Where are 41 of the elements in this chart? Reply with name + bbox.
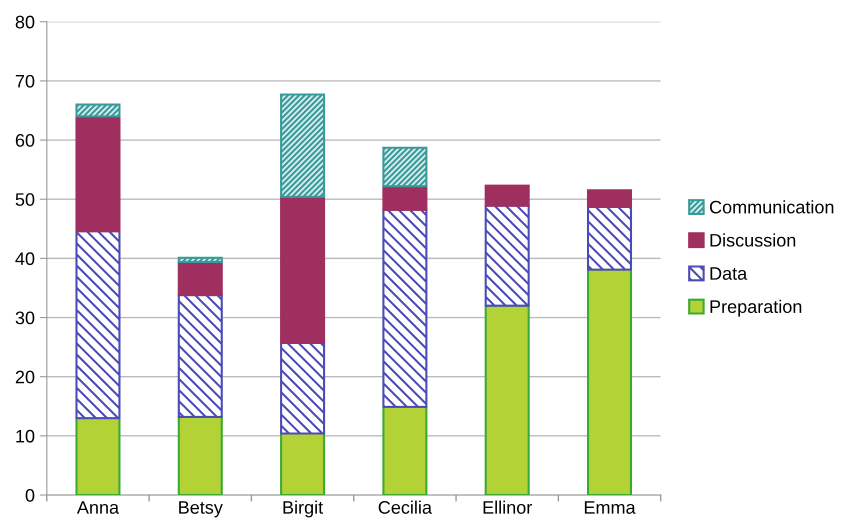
y-tick-label: 40 [15,252,34,266]
bar [280,93,326,198]
y-tick-label: 80 [16,16,34,28]
bar [75,104,120,118]
bar [586,206,632,271]
y-tick-label: 20 [16,370,34,384]
bar [178,260,223,296]
x-tick-label: Emma [584,501,636,514]
bar [178,256,223,263]
legend-label: Discussion [710,233,796,247]
x-tick-label: Anna [76,501,120,514]
x-tick-label: Betsy [179,501,223,518]
bar [586,268,632,496]
bar [75,230,120,420]
bar [280,342,326,435]
y-tick-label: 60 [16,134,34,147]
y-tick-label: 50 [16,193,34,206]
bar [382,146,428,188]
bar [382,185,428,211]
legend-label: Communication [710,200,834,214]
x-tick-label: Ellinor [484,500,532,514]
bar [484,304,530,496]
y-tick-label: 30 [16,311,34,324]
bar [484,204,530,307]
bar [178,416,223,496]
bar [382,406,428,496]
bar [586,189,632,208]
legend-label: Data [710,267,748,280]
bar [75,417,120,496]
y-tick-label: 10 [16,430,34,443]
legend-label: Preparation [710,300,802,317]
x-tick-label: Cecilia [378,500,432,514]
y-tick-label: 70 [16,74,34,88]
x-tick-label: Birgit [283,500,324,518]
bar [280,196,326,344]
bar [484,184,530,207]
bar [178,294,223,418]
bar [75,115,120,232]
bar [280,432,326,496]
bar [382,208,428,408]
y-tick-label: 0 [26,488,34,502]
